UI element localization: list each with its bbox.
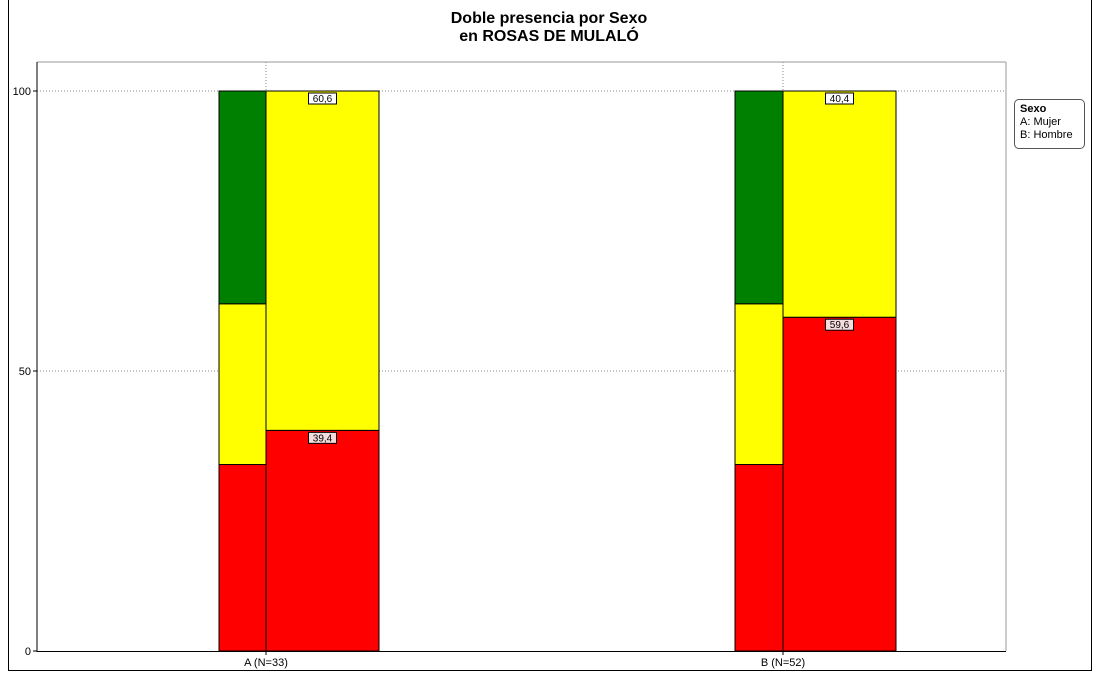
data-label-1-0: 59,6 xyxy=(830,320,850,331)
reference-bar-1-segment-1 xyxy=(734,303,784,466)
data-label-0-0: 39,4 xyxy=(313,433,333,444)
chart-subtitle: en ROSAS DE MULALÓ xyxy=(459,28,639,45)
chart-title: Doble presencia por Sexo xyxy=(450,10,648,27)
legend-item-mujer: A: Mujer xyxy=(1020,116,1061,128)
data-label-box-0-1 xyxy=(308,92,337,105)
bar-0-series-1 xyxy=(265,90,380,431)
x-tick-label-0: A (N=33) xyxy=(244,657,288,669)
reference-bar-0-segment-1 xyxy=(218,303,267,466)
chart-frame xyxy=(8,0,1092,671)
plot-area: 0 50 100 A (N=33) B (N=52) 39,4 60,6 59,6 40,4 xyxy=(13,61,1007,669)
reference-bar-1-segment-2 xyxy=(734,90,784,305)
bar-1-series-1 xyxy=(782,90,897,318)
reference-bar-1-segment-0 xyxy=(734,464,784,652)
data-label-box-1-0 xyxy=(825,318,854,331)
legend-item-hombre: B: Hombre xyxy=(1020,129,1073,141)
reference-bar-0-segment-2 xyxy=(218,90,267,305)
bar-0-series-0 xyxy=(265,429,380,652)
data-label-box-0-0 xyxy=(308,431,337,444)
bar-1-series-0 xyxy=(782,316,897,652)
y-tick-label-100: 100 xyxy=(13,86,31,98)
legend: Sexo A: Mujer B: Hombre xyxy=(1014,99,1085,149)
data-label-0-1: 60,6 xyxy=(313,94,333,105)
data-label-box-1-1 xyxy=(825,92,854,105)
x-tick-label-1: B (N=52) xyxy=(761,657,805,669)
data-label-1-1: 40,4 xyxy=(830,94,850,105)
reference-bar-0-segment-0 xyxy=(218,464,267,652)
y-tick-label-0: 0 xyxy=(25,646,31,658)
legend-title: Sexo xyxy=(1020,103,1047,115)
y-tick-label-50: 50 xyxy=(19,366,31,378)
